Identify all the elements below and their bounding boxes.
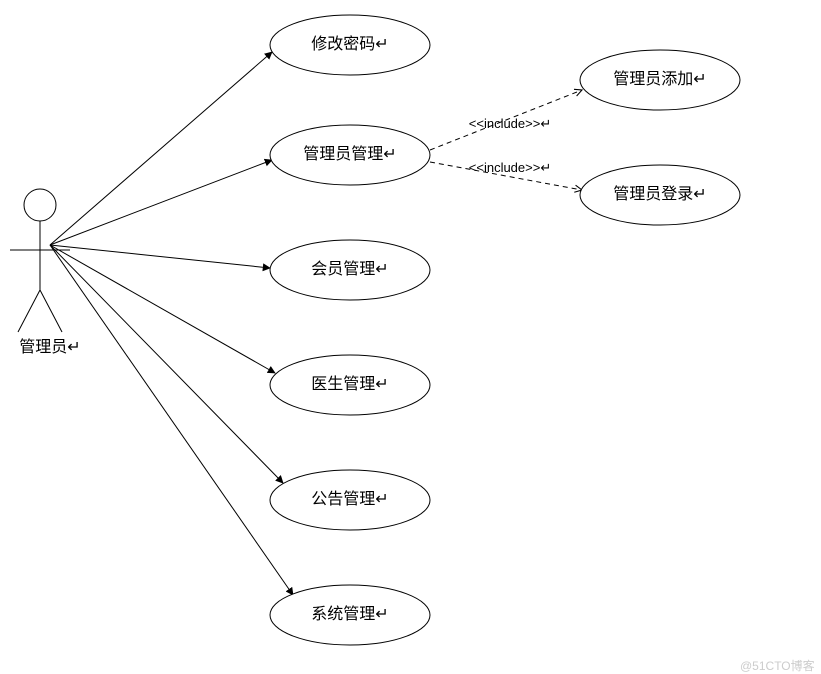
uc-member-manage: 会员管理↵	[270, 240, 430, 300]
usecase-label: 会员管理↵	[311, 260, 388, 278]
uc-notice-manage: 公告管理↵	[270, 470, 430, 530]
uc-admin-login: 管理员登录↵	[580, 165, 740, 225]
association-edge	[50, 160, 272, 245]
uc-change-password: 修改密码↵	[270, 15, 430, 75]
association-edge	[50, 52, 272, 245]
use-case-diagram: 管理员↵ <<include>>↵ <<include>>↵ 修改密码↵ 管理员管理↵ 会…	[0, 0, 821, 674]
usecase-label: 系统管理↵	[311, 605, 388, 623]
usecase-label: 公告管理↵	[311, 490, 388, 508]
include-label: <<include>>↵	[469, 116, 551, 131]
association-edge	[50, 245, 283, 483]
usecase-label: 修改密码↵	[311, 35, 388, 53]
usecase-label: 医生管理↵	[311, 375, 388, 393]
association-edge	[50, 245, 293, 595]
uc-admin-manage: 管理员管理↵	[270, 125, 430, 185]
uc-doctor-manage: 医生管理↵	[270, 355, 430, 415]
usecase-label: 管理员管理↵	[303, 145, 396, 163]
watermark-text: @51CTO博客	[740, 659, 815, 673]
uc-system-manage: 系统管理↵	[270, 585, 430, 645]
association-edge	[50, 245, 270, 268]
usecase-label: 管理员登录↵	[613, 185, 706, 203]
usecase-label: 管理员添加↵	[613, 70, 706, 88]
association-edge	[50, 245, 275, 373]
include-label: <<include>>↵	[469, 160, 551, 175]
watermark: @51CTO博客	[740, 657, 815, 674]
uc-admin-add: 管理员添加↵	[580, 50, 740, 110]
actor-admin: 管理员↵	[10, 189, 81, 356]
actor-label: 管理员↵	[19, 338, 80, 356]
